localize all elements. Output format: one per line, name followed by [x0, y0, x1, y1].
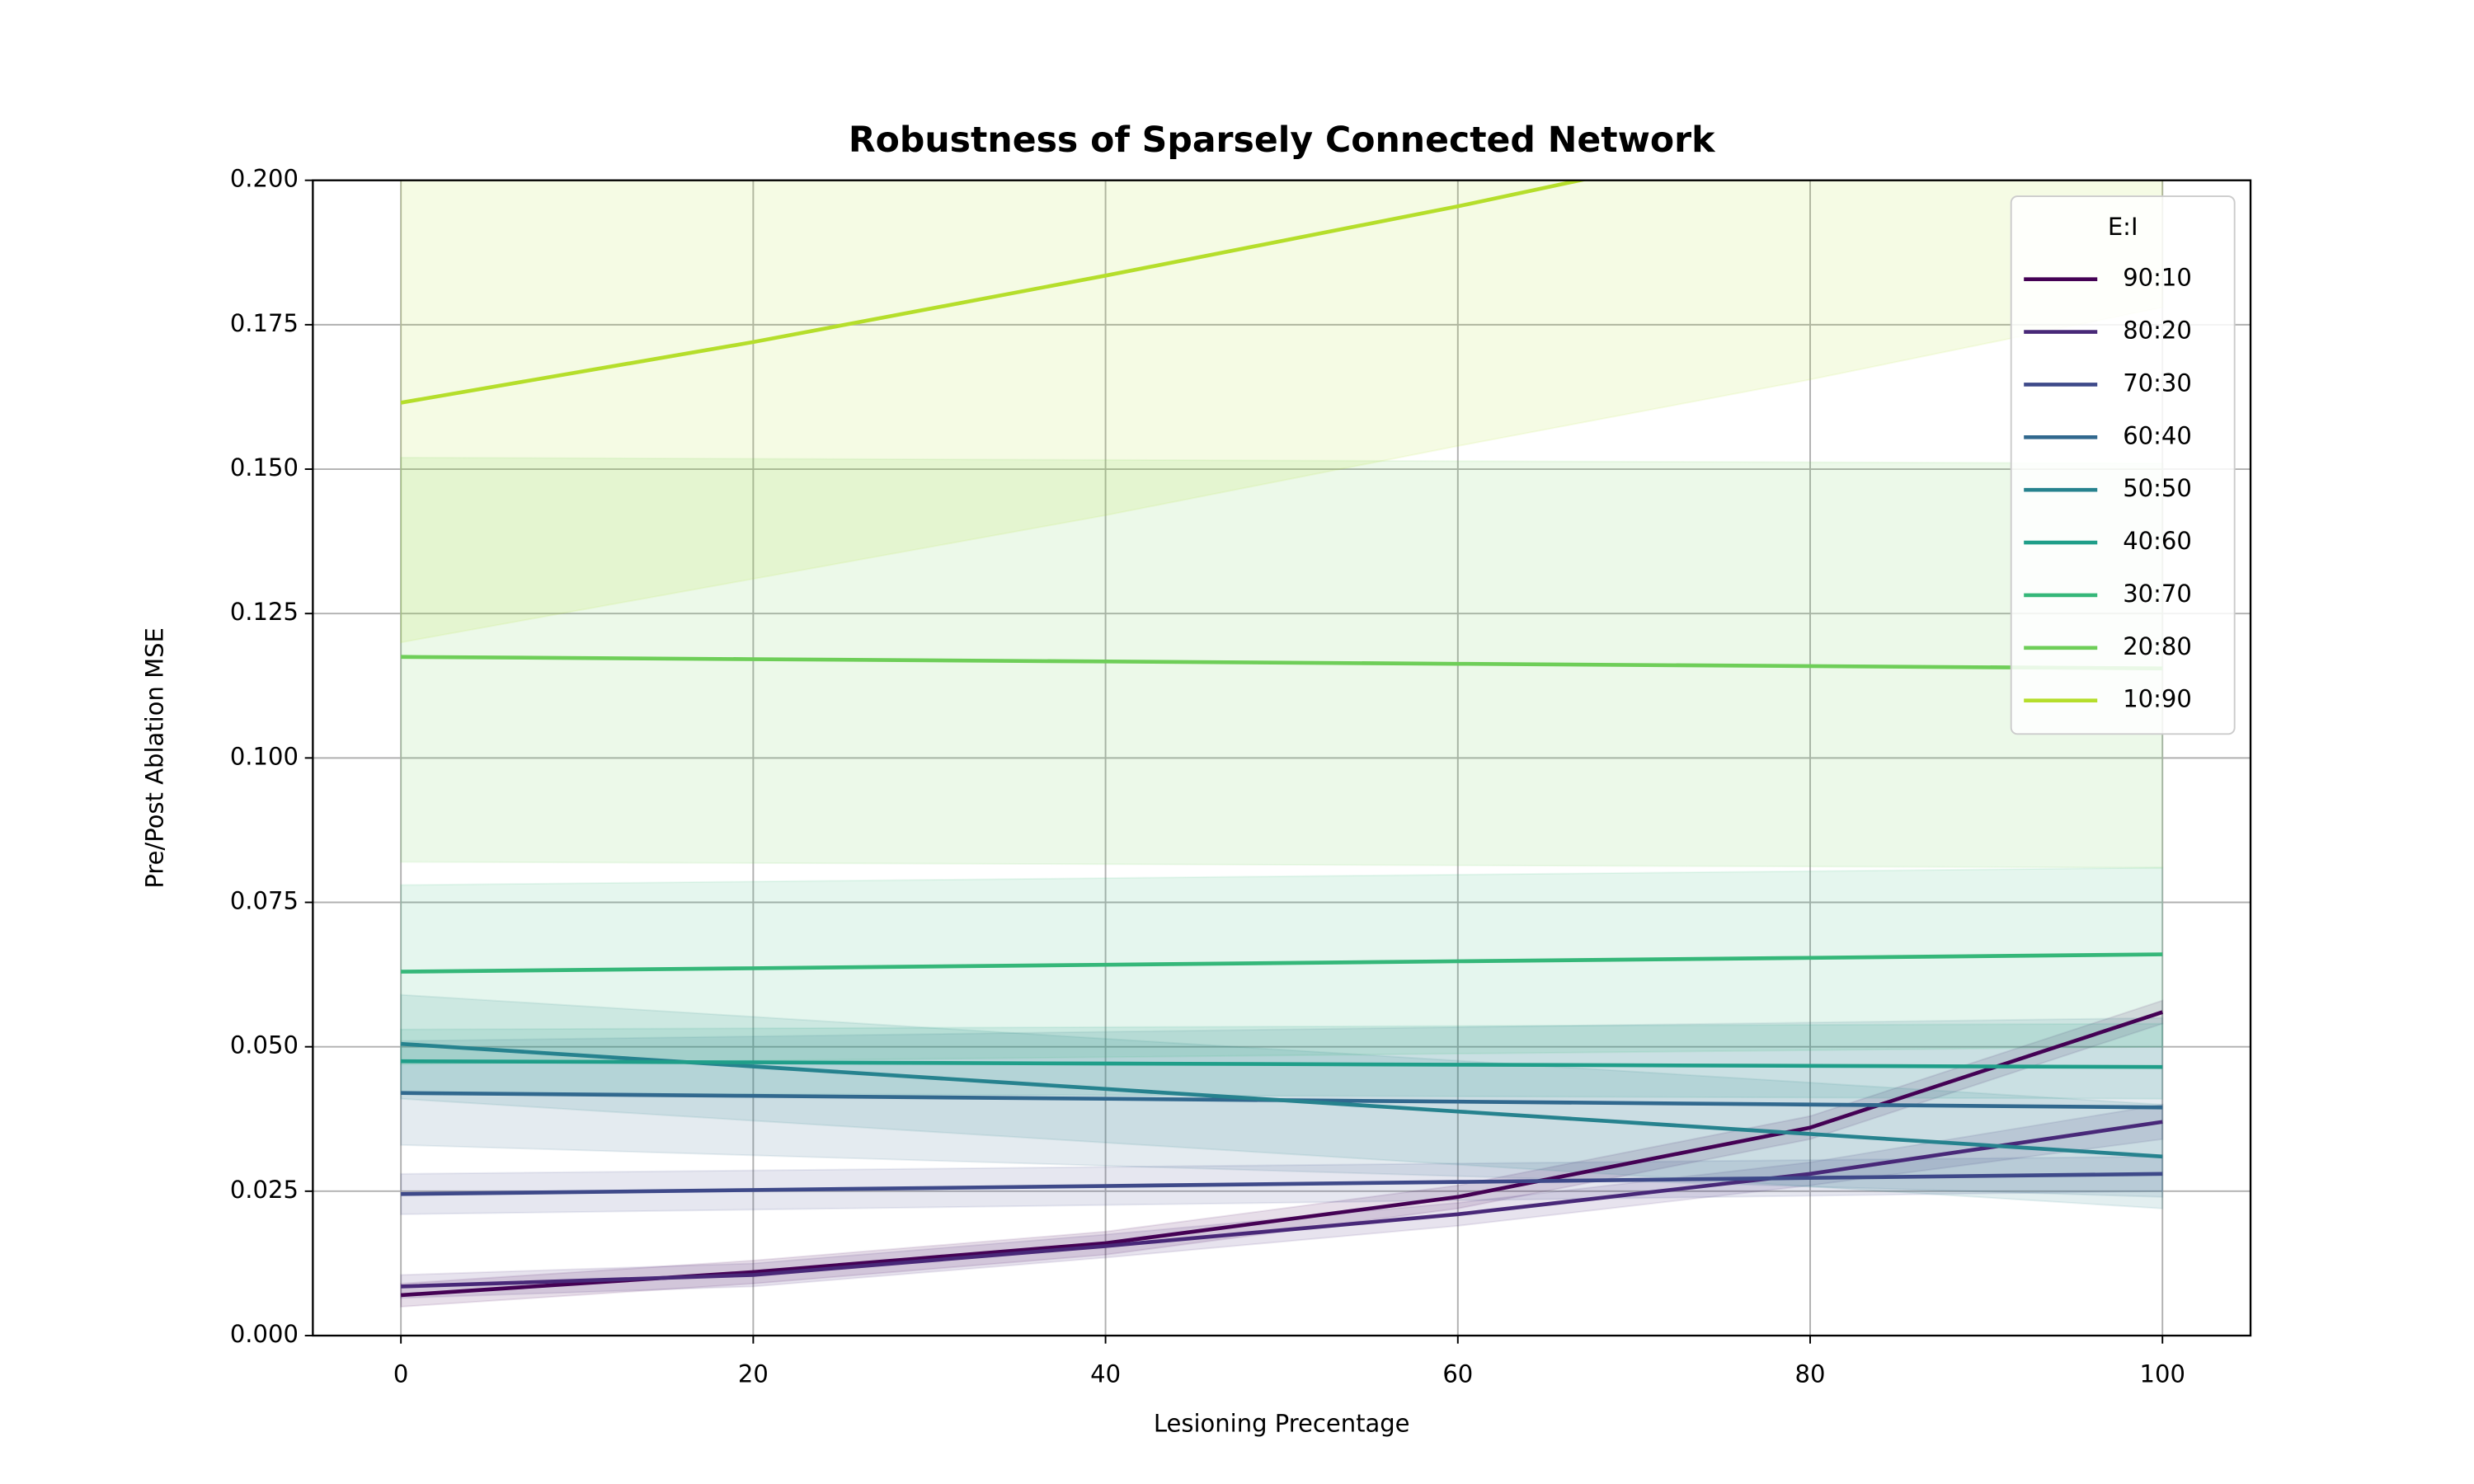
confidence-band — [400, 866, 2164, 1065]
y-tick-label: 0.075 — [230, 887, 299, 915]
axes: 0 20 40 60 80 100 0.000 0.025 0.050 0.075 0.100 0.1… — [230, 165, 2252, 1388]
y-tick-label: 0.025 — [230, 1176, 299, 1204]
legend-label: 10:90 — [2123, 685, 2192, 713]
confidence-band — [400, 1103, 2164, 1299]
series-line — [401, 952, 2163, 974]
lines — [400, 180, 2163, 1298]
series-line — [401, 1059, 2163, 1069]
series-line — [400, 180, 1589, 405]
series-line — [401, 1172, 2163, 1196]
x-tick-label: 80 — [1795, 1360, 1826, 1388]
y-tick-label: 0.100 — [230, 742, 299, 770]
confidence-band — [400, 999, 2164, 1308]
x-axis-label: Lesioning Precentage — [1154, 1409, 1410, 1437]
x-tick-label: 40 — [1090, 1360, 1121, 1388]
plot-frame — [312, 179, 2252, 1337]
y-tick-label: 0.175 — [230, 309, 299, 337]
x-tick-label: 20 — [738, 1360, 769, 1388]
y-tick-label: 0.150 — [230, 453, 299, 481]
legend-label: 90:10 — [2123, 264, 2192, 292]
bands — [400, 180, 2164, 1308]
chart-title: Robustness of Sparsely Connected Network — [849, 120, 1716, 161]
legend-label: 40:60 — [2123, 527, 2192, 555]
y-tick-label: 0.050 — [230, 1031, 299, 1059]
legend-label: 50:50 — [2123, 474, 2192, 502]
y-tick-label: 0.125 — [230, 598, 299, 626]
legend-label: 60:40 — [2123, 421, 2192, 449]
y-tick-label: 0.000 — [230, 1320, 299, 1348]
x-tick-label: 0 — [393, 1360, 408, 1388]
y-axis-label: Pre/Post Ablation MSE — [141, 627, 169, 889]
legend-label: 70:30 — [2123, 369, 2192, 397]
legend-label: 30:70 — [2123, 580, 2192, 608]
legend: E:I 90:10 80:20 70:30 60:40 50:50 40:60 30:70 20… — [2010, 195, 2236, 735]
x-tick-label: 100 — [2140, 1360, 2185, 1388]
y-tick-label: 0.200 — [230, 165, 299, 193]
legend-label: 20:80 — [2123, 632, 2192, 660]
legend-label: 80:20 — [2123, 317, 2192, 345]
series-line — [401, 1120, 2163, 1289]
legend-title: E:I — [2108, 213, 2138, 241]
series-line — [401, 655, 2163, 671]
x-tick-label: 60 — [1442, 1360, 1473, 1388]
